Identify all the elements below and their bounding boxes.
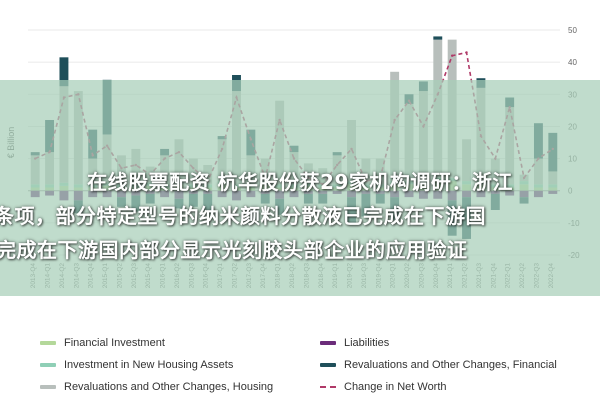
legend-label: Investment in New Housing Assets <box>64 359 234 371</box>
net-worth-point <box>450 54 454 57</box>
legend-color-swatch <box>320 341 336 345</box>
bar-segment <box>433 36 443 40</box>
legend-item: Liabilities <box>320 334 389 352</box>
legend-line-swatch <box>320 386 336 388</box>
y-tick-label: 40 <box>568 58 577 67</box>
legend-item: Revaluations and Other Changes, Housing <box>40 378 273 396</box>
legend-label: Change in Net Worth <box>344 381 447 393</box>
legend-item: Change in Net Worth <box>320 378 447 396</box>
legend-label: Revaluations and Other Changes, Housing <box>64 381 274 393</box>
legend-label: Liabilities <box>344 337 390 349</box>
legend-color-swatch <box>40 341 56 345</box>
legend-color-swatch <box>40 363 56 367</box>
legend-item: Financial Investment <box>40 334 165 352</box>
headline-banner <box>0 80 600 296</box>
headline-line-2: 条项，部分特定型号的纳米颜料分散液已完成在下游国 <box>0 204 486 228</box>
legend-label: Financial Investment <box>64 337 165 349</box>
headline-line-3: 完成在下游国内部分显示光刻胶头部企业的应用验证 <box>0 238 468 262</box>
legend-label: Revaluations and Other Changes, Financia… <box>344 359 557 371</box>
chart-legend: Financial Investment Liabilities Investmen… <box>0 330 600 400</box>
headline-line-1: 在线股票配资 杭华股份获29家机构调研：浙江 <box>87 170 513 194</box>
legend-color-swatch <box>40 385 56 389</box>
y-tick-label: 50 <box>568 26 577 35</box>
legend-item: Revaluations and Other Changes, Financia… <box>320 356 557 374</box>
legend-color-swatch <box>320 363 336 367</box>
legend-item: Investment in New Housing Assets <box>40 356 233 374</box>
bar-segment <box>59 57 69 87</box>
net-worth-point <box>465 51 468 54</box>
